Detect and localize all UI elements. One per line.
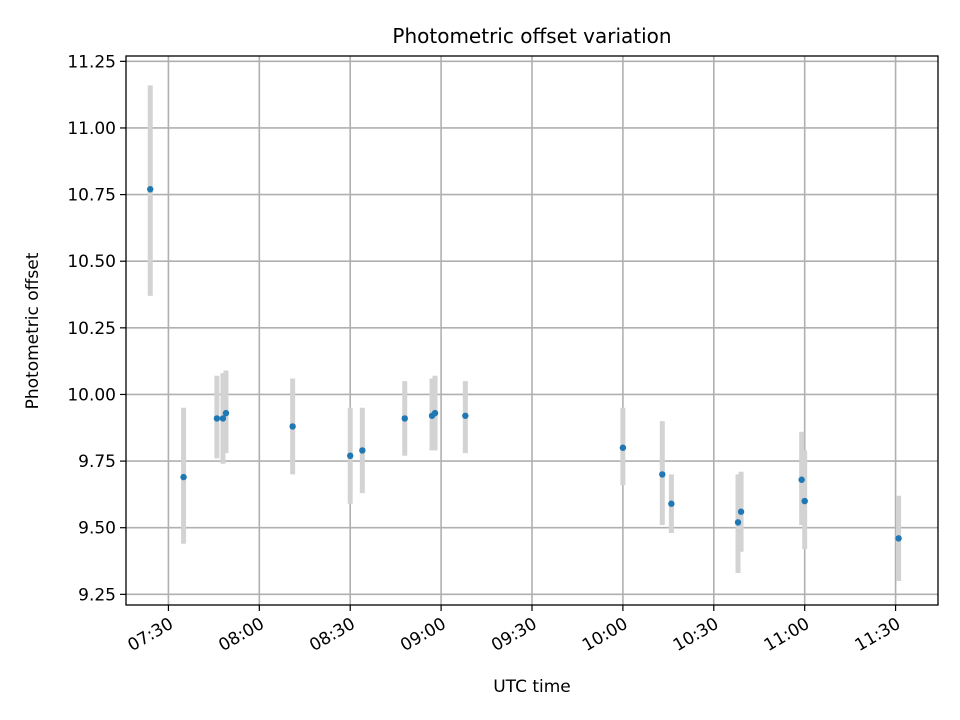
data-point [359, 447, 366, 454]
y-axis-label: Photometric offset [23, 252, 43, 409]
data-point [213, 415, 221, 422]
data-point [734, 519, 742, 526]
x-tick-label: 10:00 [579, 614, 631, 656]
data-point [798, 476, 805, 483]
y-tick-label: 10.50 [67, 252, 116, 272]
grid-layer [126, 56, 938, 605]
data-point [801, 497, 808, 505]
data-point [895, 535, 902, 542]
point-layer [147, 186, 902, 542]
data-point [219, 415, 227, 422]
x-tick-label: 07:30 [124, 614, 176, 656]
x-tick-label: 10:30 [670, 614, 722, 656]
data-point [431, 409, 439, 417]
x-axis-label: UTC time [493, 677, 571, 697]
data-point [668, 500, 675, 507]
y-tick-label: 9.25 [78, 585, 116, 605]
y-tick-label: 9.50 [78, 519, 116, 539]
data-point [659, 471, 666, 478]
y-tick-label: 10.00 [67, 385, 116, 405]
data-point [737, 508, 745, 515]
y-tick-label: 10.25 [67, 319, 116, 339]
data-point [401, 415, 408, 422]
x-tick-label: 09:30 [488, 614, 540, 656]
errorbar-layer [147, 85, 902, 582]
y-tick-label: 11.00 [67, 119, 116, 139]
x-tick-label: 11:00 [761, 614, 813, 656]
data-point [347, 452, 354, 459]
chart-title: Photometric offset variation [392, 24, 671, 48]
y-tick-label: 10.75 [67, 186, 116, 206]
x-tick-label: 09:00 [397, 614, 449, 656]
data-point [147, 186, 154, 193]
y-tick-label: 11.25 [67, 52, 116, 72]
x-tick-label: 08:00 [215, 614, 267, 656]
y-tick-label: 9.75 [78, 452, 116, 472]
data-point [462, 412, 469, 419]
x-tick-label: 11:30 [852, 614, 904, 656]
data-point [289, 423, 296, 430]
data-point [222, 409, 230, 417]
data-point [619, 444, 627, 451]
data-point [180, 473, 187, 481]
tick-layer: 07:30 08:00 08:30 09:00 09:30 10:00 10:30 11:00… [67, 52, 904, 656]
x-tick-label: 08:30 [306, 614, 358, 656]
